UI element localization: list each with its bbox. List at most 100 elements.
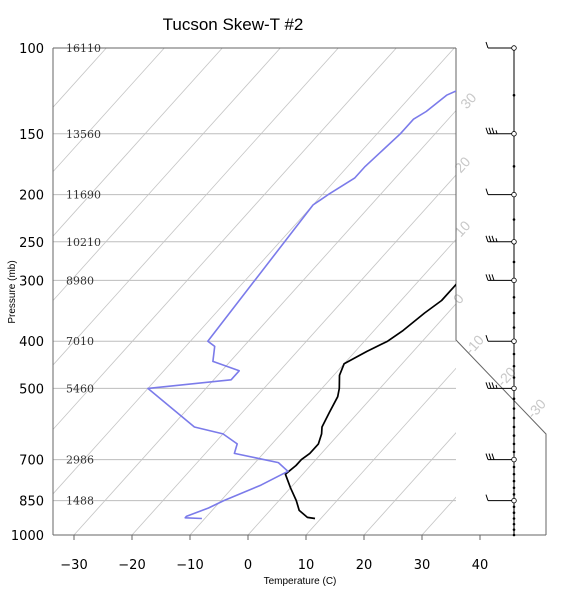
wind-barb-feather [485,41,489,49]
wind-level-dot [512,295,516,299]
wind-barb-feather [488,382,492,389]
wind-barb [485,188,517,198]
wind-barb-feather [485,335,489,342]
wind-barb [485,274,517,284]
wind-level-dot [512,522,516,526]
wind-barb-half-feather [495,384,498,389]
wind-level-dot [512,528,516,531]
height-labels: 16110 13560 11690 10210 8980 7010 5460 2986 1488 [66,42,101,508]
wind-level-dot [512,218,516,221]
isotherm-label: -20 [494,364,520,390]
isotherm-label: -30 [524,396,550,422]
isotherm-label: 20 [451,153,473,175]
temperature-ticks: −30 −20 −10 0 10 20 30 40 [60,535,488,573]
temperature-tick-label: 40 [472,558,489,573]
wind-level-dot [512,416,516,420]
wind-barb [485,382,517,392]
temperature-tick-label: 10 [298,558,315,573]
wind-level-dot [512,434,516,437]
pressure-tick-label: 400 [19,335,44,350]
pressure-tick-label: 500 [19,382,44,397]
temperature-tick-label: 20 [356,558,373,573]
isotherm-line [421,496,456,535]
wind-barb [485,127,517,137]
chart-title: Tucson Skew-T #2 [163,15,304,34]
isotherm-label: 30 [457,89,479,111]
wind-barb-feather [488,274,492,281]
right-axis [455,48,547,535]
height-label: 2986 [66,454,94,467]
wind-barb-half-feather [495,130,498,134]
wind-level-dot [512,326,516,329]
wind-barb-station [511,131,517,137]
isotherm-label: -10 [462,332,488,358]
isotherm-line [53,48,165,173]
wind-level-dot [512,517,516,520]
wind-barb-station [511,45,517,51]
temperature-tick-label: −20 [118,558,145,573]
pressure-tick-label: 100 [19,42,44,57]
wind-level-dot [512,486,516,490]
wind-level-dot [512,364,516,368]
height-label: 1488 [66,495,94,508]
wind-barb [485,235,517,245]
isotherm-line [247,303,456,535]
height-label: 8980 [66,274,94,287]
wind-barb-station [511,239,517,245]
wind-barb-station [511,497,517,504]
y-axis-title: Pressure (mb) [7,260,18,323]
wind-barb-half-feather [495,238,498,242]
height-label: 16110 [66,42,101,55]
height-label: 10210 [66,236,101,249]
wind-level-dot [512,93,516,97]
wind-barb-feather [491,274,495,281]
wind-barb-feather [485,235,489,242]
isotherm-line [480,48,573,535]
wind-barb-feather [491,235,495,242]
isotherm-line [53,48,455,495]
wind-level-dot [512,352,516,356]
temperature-tick-label: −30 [60,558,87,573]
dewpoint-profile-line [147,90,456,520]
wind-level-dot [512,425,516,429]
height-label: 11690 [66,189,101,202]
isotherm-labels: 30 20 10 0 -10-20-30 [450,89,549,421]
isotherm-line [73,109,456,535]
wind-level-dot [512,505,516,509]
wind-barb-feather [485,453,489,460]
isotherm-label: 0 [450,290,467,307]
pressure-tick-label: 250 [19,236,44,251]
isotherm-line [53,48,397,431]
wind-level-dot [512,472,516,476]
pressure-tick-label: 200 [19,189,44,204]
isotherm-line [305,367,456,535]
isotherm-line [53,48,339,366]
wind-barb-feather [485,382,489,389]
wind-level-dot [512,479,516,483]
temperature-tick-label: 0 [244,558,252,573]
height-label: 5460 [66,382,94,395]
isotherm-line [53,48,281,302]
wind-barb-station [511,191,517,198]
height-label: 7010 [66,335,94,348]
wind-level-dot [512,407,516,410]
wind-level-dot [512,442,516,446]
wind-level-dot [512,397,516,401]
wind-level-dot [512,511,516,515]
wind-barb-feather [485,188,489,195]
sounding-series [147,90,456,520]
wind-level-dot [512,260,516,264]
wind-barb-feather [488,453,492,460]
isotherm-line [538,48,573,535]
chart-frame [52,47,547,536]
wind-barb-column [485,41,517,537]
pressure-tick-label: 150 [19,128,44,143]
wind-barb-feather [485,127,489,134]
wind-barb-feather [491,382,495,389]
isotherm-line [189,238,456,535]
wind-level-dot [512,376,516,379]
temperature-tick-label: 30 [414,558,431,573]
pressure-tick-label: 700 [19,454,44,469]
pressure-tick-label: 850 [19,495,44,510]
